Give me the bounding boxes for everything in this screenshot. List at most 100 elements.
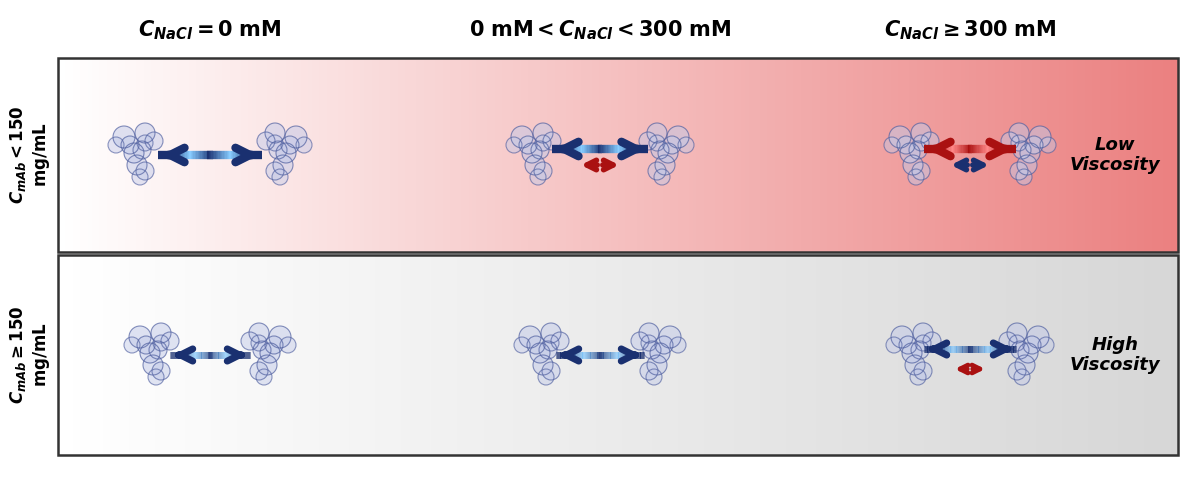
Bar — [200, 58, 204, 252]
Bar — [349, 58, 353, 252]
Bar — [1099, 58, 1103, 252]
Bar — [1108, 58, 1111, 252]
Circle shape — [1038, 337, 1054, 353]
Bar — [632, 58, 637, 252]
Bar — [536, 255, 540, 455]
Circle shape — [914, 362, 932, 380]
Bar — [562, 255, 565, 455]
Bar — [323, 255, 326, 455]
Bar — [917, 58, 920, 252]
Bar — [125, 255, 128, 455]
Circle shape — [905, 355, 925, 375]
Bar — [491, 58, 494, 252]
Bar — [406, 255, 409, 455]
Circle shape — [145, 132, 163, 150]
Bar — [1018, 58, 1021, 252]
Bar — [1163, 58, 1166, 252]
Circle shape — [533, 355, 553, 375]
Bar — [554, 255, 558, 455]
Bar — [887, 255, 890, 455]
Bar — [763, 58, 767, 252]
Bar — [935, 255, 940, 455]
Bar — [607, 58, 611, 252]
Bar — [293, 255, 296, 455]
Bar — [524, 255, 528, 455]
Bar — [226, 58, 229, 252]
Circle shape — [539, 341, 557, 359]
Bar — [1044, 255, 1048, 455]
Circle shape — [127, 155, 148, 175]
Bar — [823, 58, 827, 252]
Circle shape — [527, 336, 545, 354]
Circle shape — [522, 143, 542, 163]
Circle shape — [1010, 341, 1030, 359]
Circle shape — [551, 332, 569, 350]
Bar — [238, 58, 241, 252]
Bar — [1145, 58, 1148, 252]
Bar — [293, 58, 296, 252]
Bar — [208, 255, 211, 455]
Bar — [259, 58, 263, 252]
Bar — [984, 255, 988, 455]
Circle shape — [124, 337, 140, 353]
Bar — [211, 255, 215, 455]
Bar — [682, 58, 685, 252]
Bar — [402, 255, 406, 455]
Circle shape — [266, 162, 284, 180]
Bar — [1062, 255, 1066, 455]
Bar — [1074, 255, 1078, 455]
Bar — [528, 255, 532, 455]
Bar — [599, 255, 604, 455]
Bar — [342, 255, 346, 455]
Bar — [622, 58, 625, 252]
Bar — [943, 255, 947, 455]
Bar — [1159, 58, 1163, 252]
Bar — [558, 255, 562, 455]
Bar — [730, 58, 733, 252]
Bar — [954, 255, 958, 455]
Bar — [931, 255, 935, 455]
Bar — [722, 58, 726, 252]
Bar — [360, 58, 364, 252]
Bar — [984, 58, 988, 252]
Bar — [204, 58, 208, 252]
Bar — [592, 255, 595, 455]
Circle shape — [530, 141, 550, 159]
Bar — [662, 255, 666, 455]
Bar — [301, 58, 305, 252]
Bar — [880, 255, 883, 455]
Bar — [372, 255, 376, 455]
Bar — [1136, 255, 1141, 455]
Bar — [708, 58, 712, 252]
Bar — [797, 58, 800, 252]
Bar — [850, 255, 853, 455]
Bar — [581, 58, 584, 252]
Bar — [402, 58, 406, 252]
Bar — [872, 58, 876, 252]
Circle shape — [272, 169, 288, 185]
Bar — [752, 58, 756, 252]
Bar — [883, 255, 887, 455]
Circle shape — [998, 332, 1018, 350]
Bar — [678, 255, 682, 455]
Bar — [416, 58, 420, 252]
Bar — [917, 255, 920, 455]
Circle shape — [542, 335, 559, 351]
Circle shape — [1030, 126, 1051, 148]
Bar — [1058, 255, 1062, 455]
Bar — [692, 255, 696, 455]
Bar — [158, 58, 162, 252]
Bar — [151, 255, 155, 455]
Bar — [648, 58, 652, 252]
Bar — [931, 58, 935, 252]
Bar — [1141, 58, 1145, 252]
Bar — [133, 58, 137, 252]
Bar — [1025, 58, 1028, 252]
Bar — [379, 255, 383, 455]
Bar — [431, 255, 436, 455]
Bar — [185, 255, 188, 455]
Circle shape — [130, 326, 151, 348]
Bar — [1088, 255, 1092, 455]
Bar — [296, 255, 301, 455]
Circle shape — [506, 137, 522, 153]
